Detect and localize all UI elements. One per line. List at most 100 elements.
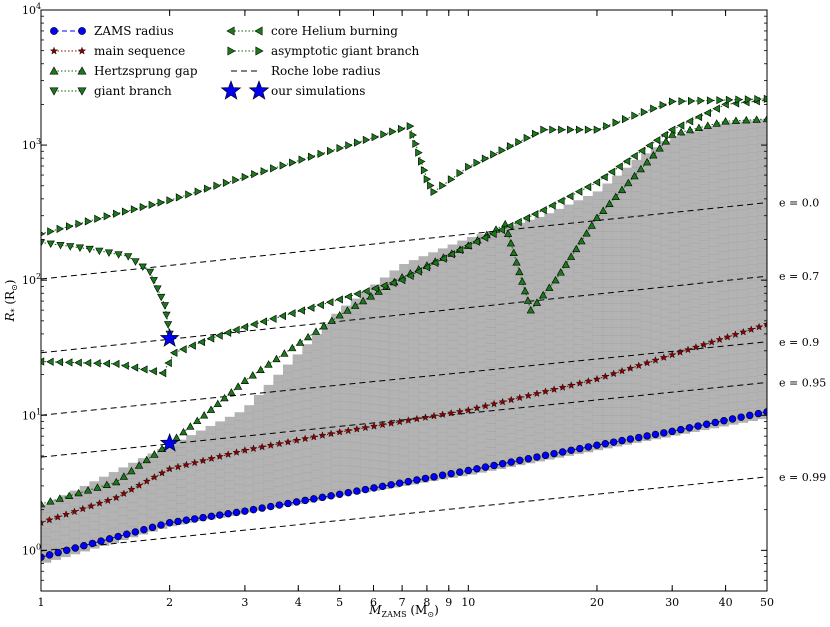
roche-lobe-line bbox=[41, 275, 767, 354]
main-sequence-marker bbox=[395, 417, 404, 426]
shade-cell bbox=[166, 444, 178, 527]
cheb-marker bbox=[46, 357, 54, 366]
agb-marker bbox=[47, 227, 55, 236]
cheb-marker bbox=[353, 289, 361, 299]
zams-marker bbox=[720, 417, 728, 425]
main-sequence-marker bbox=[135, 481, 144, 489]
gb-marker bbox=[66, 243, 75, 251]
hg-marker bbox=[742, 115, 751, 124]
x-axis-title-close: ) bbox=[434, 603, 439, 617]
main-sequence-marker bbox=[240, 446, 249, 454]
hg-marker bbox=[703, 121, 712, 129]
agb-marker bbox=[157, 198, 165, 207]
gb-marker bbox=[131, 258, 140, 266]
gb-marker bbox=[163, 321, 173, 329]
hg-marker bbox=[566, 252, 576, 260]
hg-marker bbox=[518, 277, 527, 285]
x-tick-label: 9 bbox=[445, 596, 452, 609]
agb-marker bbox=[678, 97, 686, 106]
main-sequence-marker bbox=[567, 381, 576, 389]
agb-marker bbox=[418, 157, 426, 166]
zams-marker bbox=[626, 435, 635, 443]
main-sequence-marker bbox=[421, 413, 430, 421]
zams-marker bbox=[378, 482, 387, 491]
x-axis-title-sub: ZAMS bbox=[382, 610, 407, 619]
main-sequence-marker bbox=[592, 374, 601, 383]
shade-cell bbox=[118, 467, 129, 541]
shade-cell bbox=[99, 476, 110, 546]
hg-marker bbox=[587, 221, 596, 229]
shade-cell bbox=[108, 472, 119, 543]
main-sequence-marker bbox=[404, 416, 413, 424]
gb-marker bbox=[145, 268, 155, 277]
main-sequence-marker bbox=[158, 468, 166, 477]
hg-marker bbox=[135, 461, 144, 469]
main-sequence-marker bbox=[266, 441, 275, 449]
y-tick-exponent: 0 bbox=[36, 542, 41, 551]
gb-marker bbox=[157, 293, 166, 302]
agb-marker bbox=[558, 125, 566, 134]
zams-marker bbox=[576, 444, 584, 453]
main-sequence-marker bbox=[41, 518, 45, 527]
main-sequence-marker bbox=[95, 499, 104, 507]
y-tick-exponent: 2 bbox=[36, 272, 41, 281]
hg-marker bbox=[582, 229, 591, 237]
cheb-marker bbox=[380, 281, 388, 290]
y-tick-base: 10 bbox=[22, 274, 36, 287]
cheb-marker bbox=[41, 357, 45, 366]
x-tick-label: 40 bbox=[719, 596, 733, 609]
main-sequence-marker bbox=[699, 340, 708, 349]
shade-cell bbox=[89, 481, 100, 549]
cheb-marker bbox=[615, 162, 623, 171]
shade-cell bbox=[244, 405, 255, 513]
hg-marker bbox=[515, 267, 524, 276]
hg-marker bbox=[193, 416, 202, 425]
cheb-marker bbox=[215, 331, 223, 340]
agb-marker bbox=[317, 149, 325, 158]
shade-cell bbox=[515, 222, 526, 466]
x-tick-label: 8 bbox=[423, 596, 430, 609]
x-tick-label: 50 bbox=[760, 596, 774, 609]
shade-cell bbox=[466, 237, 478, 475]
x-tick-label: 6 bbox=[370, 596, 377, 609]
shade-cell bbox=[205, 425, 216, 520]
legend-label: Hertzsprung gap bbox=[94, 64, 198, 78]
main-sequence-marker bbox=[691, 343, 700, 351]
zams-marker bbox=[207, 512, 216, 521]
zams-marker bbox=[241, 507, 249, 515]
gb-marker bbox=[124, 253, 133, 261]
legend-swatch-marker bbox=[227, 46, 236, 56]
agb-marker bbox=[473, 158, 481, 167]
main-sequence-marker bbox=[70, 507, 79, 516]
legend-swatch-marker bbox=[255, 46, 264, 56]
zams-marker bbox=[165, 519, 174, 527]
zams-marker bbox=[267, 502, 275, 511]
gb-marker bbox=[138, 263, 147, 271]
cheb-marker bbox=[522, 213, 531, 223]
main-sequence-marker bbox=[53, 513, 62, 521]
cheb-marker bbox=[93, 359, 101, 368]
agb-marker bbox=[166, 196, 174, 205]
cheb-marker bbox=[622, 157, 631, 166]
cheb-marker bbox=[112, 359, 120, 369]
shade-cell bbox=[679, 133, 691, 434]
legend-label: core Helium burning bbox=[271, 24, 398, 38]
cheb-marker bbox=[102, 359, 111, 368]
agb-marker bbox=[289, 158, 297, 167]
shade-cell bbox=[195, 430, 207, 522]
cheb-marker bbox=[652, 136, 661, 145]
zams-marker bbox=[567, 446, 575, 454]
main-sequence-marker bbox=[258, 442, 267, 451]
agb-marker bbox=[725, 95, 734, 105]
agb-marker bbox=[409, 130, 417, 140]
zams-marker bbox=[80, 542, 88, 550]
zams-marker bbox=[516, 456, 524, 465]
main-sequence-marker bbox=[190, 458, 199, 467]
cheb-marker bbox=[685, 117, 694, 126]
agb-marker bbox=[735, 95, 743, 104]
gb-marker bbox=[162, 311, 171, 320]
main-sequence-marker bbox=[142, 477, 151, 485]
cheb-marker bbox=[316, 300, 324, 310]
zams-marker bbox=[327, 492, 335, 500]
agb-marker bbox=[420, 166, 429, 175]
